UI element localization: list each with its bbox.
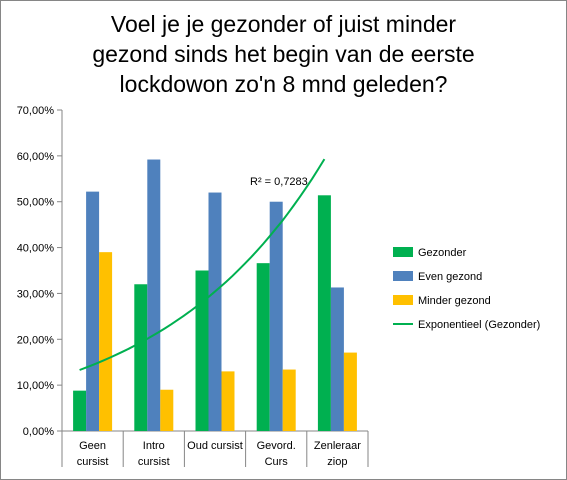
bar-gezonder — [73, 390, 87, 431]
legend-swatch — [393, 295, 413, 305]
x-category-label: Oud cursist — [187, 440, 243, 452]
bar-even-gezond — [330, 287, 344, 431]
chart-title-line-3: lockdowon zo'n 8 mnd geleden? — [119, 71, 448, 97]
x-category-label: Intro — [143, 440, 165, 452]
bar-even-gezond — [269, 201, 283, 431]
chart-title-line-1: Voel je je gezonder of juist minder — [110, 11, 457, 37]
bar-minder-gezond — [282, 369, 296, 431]
legend-label: Gezonder — [418, 247, 467, 259]
bar-minder-gezond — [99, 252, 113, 431]
legend-swatch — [393, 247, 413, 257]
bar-gezonder — [317, 195, 331, 431]
trendline-r2-label: R² = 0,7283 — [250, 176, 308, 188]
legend-label: Exponentieel (Gezonder) — [418, 319, 540, 331]
legend-label: Minder gezond — [418, 295, 491, 307]
bar-gezonder — [134, 284, 148, 431]
chart-title-line-2: gezond sinds het begin van de eerste — [92, 41, 475, 67]
trendline-gezonder — [79, 158, 326, 371]
legend-label: Even gezond — [418, 271, 482, 283]
y-tick-label: 30,00% — [17, 288, 55, 300]
bar-minder-gezond — [221, 371, 235, 431]
legend-swatch — [393, 271, 413, 281]
x-category-label: Geen — [79, 440, 106, 452]
y-tick-label: 10,00% — [17, 380, 55, 392]
y-tick-label: 50,00% — [17, 197, 55, 209]
x-category-label: ziop — [327, 456, 347, 468]
bar-gezonder — [256, 263, 270, 431]
bar-even-gezond — [86, 191, 100, 431]
x-category-label: Curs — [265, 456, 289, 468]
x-category-label: Zenleraar — [314, 440, 361, 452]
x-category-label: Gevord. — [257, 440, 296, 452]
chart-title: Voel je je gezonder of juist minder gezo… — [11, 9, 556, 99]
x-category-label: cursist — [77, 456, 109, 468]
y-tick-label: 60,00% — [17, 151, 55, 163]
y-tick-label: 40,00% — [17, 243, 55, 255]
y-tick-label: 20,00% — [17, 334, 55, 346]
bar-minder-gezond — [343, 352, 357, 431]
y-tick-label: 0,00% — [23, 426, 54, 438]
bar-even-gezond — [208, 192, 222, 431]
x-category-label: cursist — [138, 456, 170, 468]
bar-minder-gezond — [160, 389, 174, 431]
y-tick-label: 70,00% — [17, 105, 55, 117]
bar-gezonder — [195, 270, 209, 431]
bar-even-gezond — [147, 159, 161, 432]
